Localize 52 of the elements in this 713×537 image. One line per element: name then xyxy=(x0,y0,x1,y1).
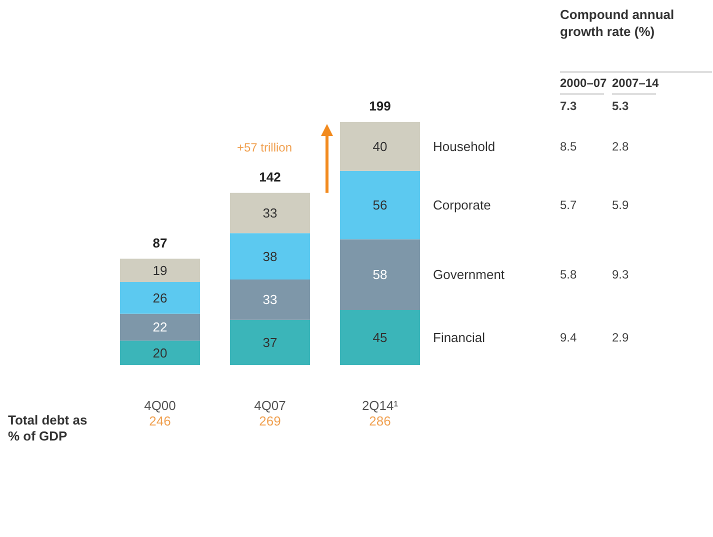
data-label: 33 xyxy=(262,205,278,220)
data-label: 26 xyxy=(152,290,168,306)
text: 269 xyxy=(259,414,281,428)
x-tick-label: 2Q14¹ xyxy=(362,398,399,413)
bar xyxy=(340,170,420,240)
text: 5.7 xyxy=(560,198,578,212)
text: 2007–14 xyxy=(612,76,660,90)
bar xyxy=(340,122,420,171)
series-label: Government xyxy=(433,267,505,282)
text: 9.3 xyxy=(612,268,630,282)
data-label: 45 xyxy=(372,330,388,346)
annotation: +57 trillion xyxy=(236,140,292,154)
text: 8.5 xyxy=(560,139,578,154)
bar xyxy=(230,280,310,320)
bar xyxy=(120,258,200,282)
bar xyxy=(340,310,420,365)
bar xyxy=(230,233,310,280)
data-label: 22 xyxy=(152,320,168,335)
text: 7.3 xyxy=(560,99,578,113)
text: 2.9 xyxy=(612,330,630,345)
text: 5.3 xyxy=(612,99,630,113)
data-label: 40 xyxy=(372,138,388,154)
bar xyxy=(120,314,200,341)
total-label: 199 xyxy=(369,98,391,114)
data-label: 56 xyxy=(372,198,388,213)
bar xyxy=(230,192,310,234)
bar xyxy=(120,340,200,365)
total-label: 87 xyxy=(152,235,168,250)
text: Total debt as % of GDP xyxy=(8,412,91,444)
text: Compound annual growth rate (%) xyxy=(560,7,678,39)
data-label: 19 xyxy=(152,262,168,278)
bar xyxy=(340,239,420,310)
text: 2.8 xyxy=(612,139,630,154)
data-label: 33 xyxy=(262,292,278,308)
text: 2000–07 xyxy=(560,76,608,90)
text: 286 xyxy=(369,414,391,428)
x-tick-label: 4Q00 xyxy=(144,398,176,413)
text: 5.9 xyxy=(612,198,630,212)
series-label: Financial xyxy=(433,330,486,346)
data-label: 20 xyxy=(152,345,168,360)
text: 9.4 xyxy=(560,330,578,345)
data-label: 37 xyxy=(262,334,278,350)
text: 246 xyxy=(149,414,171,428)
series-label: Corporate xyxy=(433,198,491,213)
data-label: 38 xyxy=(262,248,278,264)
total-label: 142 xyxy=(259,169,281,184)
x-tick-label: 4Q07 xyxy=(254,398,286,413)
bar xyxy=(230,320,310,365)
series-label: Household xyxy=(433,138,496,154)
bar xyxy=(120,282,200,314)
data-label: 58 xyxy=(372,267,388,282)
text: 5.8 xyxy=(560,268,578,282)
